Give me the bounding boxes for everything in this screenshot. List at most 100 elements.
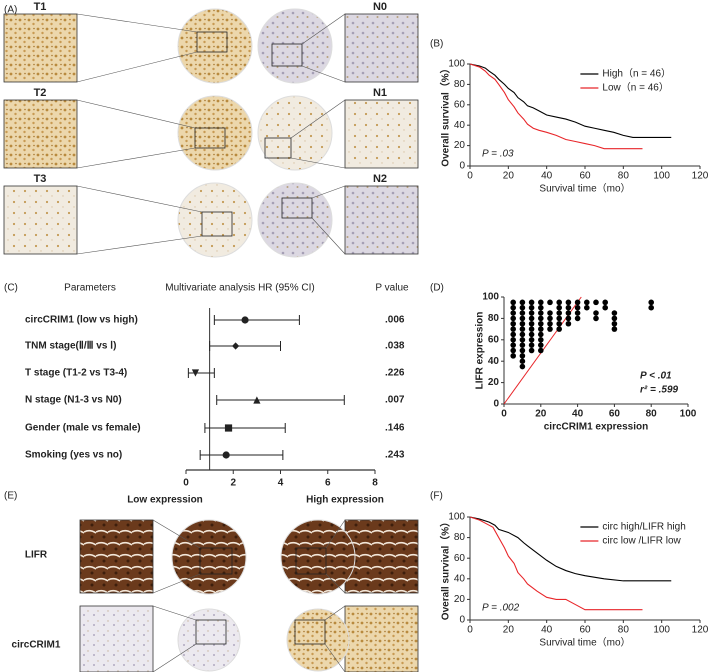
connector (325, 573, 346, 594)
x-tick-label: 20 (535, 409, 547, 420)
image-label: N0 (373, 1, 387, 13)
data-point (556, 304, 562, 311)
data-point (593, 310, 599, 316)
tissue-core (177, 182, 253, 258)
column-label: High expression (306, 495, 384, 506)
data-point (574, 304, 581, 311)
data-point (510, 315, 516, 322)
y-tick-label: 0 (459, 615, 465, 626)
y-tick-label: 60 (454, 99, 466, 110)
connector (76, 13, 198, 33)
zoom-image (3, 185, 78, 255)
x-tick-label: 100 (653, 171, 670, 182)
inset-box (294, 619, 326, 645)
x-tick-label: 80 (618, 625, 630, 636)
inset-box (281, 197, 313, 219)
p-value: P = .03 (482, 149, 514, 160)
connector (76, 99, 196, 129)
y-tick-label: 80 (488, 313, 500, 324)
ci-bar (187, 368, 215, 378)
column-header: P value (375, 283, 409, 294)
x-tick-label: 120 (692, 625, 709, 636)
connector (301, 13, 346, 45)
tissue-core (257, 95, 333, 171)
hr-marker (224, 424, 233, 432)
data-point (519, 358, 526, 365)
x-tick-label: 120 (692, 171, 709, 182)
survival-curve (469, 516, 643, 611)
y-tick-label: 80 (454, 532, 466, 543)
panel-label: (B) (430, 39, 443, 50)
p-value: .243 (385, 450, 405, 461)
parameter-label: T stage (T1-2 vs T3-4) (25, 368, 127, 379)
connector (325, 519, 346, 549)
legend-label: Low（n = 46） (602, 82, 668, 94)
data-point (556, 299, 562, 306)
data-point (611, 320, 618, 327)
x-axis-label: Survival time（mo） (539, 183, 630, 195)
p-value: .038 (385, 341, 405, 352)
inset-box (295, 547, 327, 575)
tissue-core (177, 608, 241, 672)
tissue-core (286, 608, 350, 672)
connector (290, 99, 346, 139)
panel-label: (C) (4, 283, 18, 294)
data-point (574, 310, 581, 316)
connector (311, 185, 346, 199)
x-tick-label: 20 (503, 625, 515, 636)
data-point (510, 299, 516, 306)
x-tick-label: 60 (579, 625, 591, 636)
ci-bar (209, 341, 281, 351)
data-point (538, 347, 544, 354)
data-point (528, 347, 535, 354)
column-header: Parameters (64, 283, 116, 294)
data-point (547, 326, 553, 332)
data-point (556, 320, 562, 327)
x-tick-label: 6 (325, 478, 331, 489)
data-point (528, 304, 535, 311)
data-point (538, 337, 544, 343)
data-point (519, 326, 526, 332)
zoom-image (79, 519, 154, 594)
ci-bar (199, 450, 284, 460)
data-point (519, 363, 526, 370)
legend-label: circ high/LIFR high (602, 522, 685, 533)
y-axis-label: Overall survival（%） (439, 517, 452, 620)
data-point (510, 342, 516, 348)
panel-label: (D) (430, 283, 444, 294)
tissue-core (177, 8, 253, 84)
parameter-label: N stage (N1-3 vs N0) (25, 395, 122, 406)
survival-curve (469, 516, 672, 582)
zoom-image (344, 13, 419, 83)
data-point (510, 337, 516, 343)
y-tick-label: 100 (482, 292, 499, 303)
x-tick-label: 100 (680, 409, 697, 420)
data-point (538, 315, 544, 322)
y-axis-label: Overall survival（%） (439, 63, 452, 166)
p-value: .006 (385, 315, 405, 326)
image-label: T3 (34, 173, 47, 185)
zoom-image (3, 13, 78, 83)
y-tick-label: 100 (448, 512, 465, 523)
data-point (538, 342, 544, 348)
column-header: Multivariate analysis HR (95% CI) (165, 283, 315, 294)
y-axis-label: LIFR expression (475, 312, 486, 390)
data-point (648, 299, 654, 306)
connector (311, 217, 346, 255)
connector (152, 643, 197, 672)
survival-curve (469, 63, 672, 138)
data-point (538, 331, 544, 338)
data-point (602, 299, 608, 306)
stat-label: P < .01 (640, 371, 672, 382)
data-point (528, 310, 535, 316)
zoom-image (344, 519, 419, 594)
row-label: LIFR (25, 550, 48, 561)
data-point (584, 299, 590, 306)
data-point (519, 353, 526, 359)
y-tick-label: 20 (488, 377, 500, 388)
data-point (565, 304, 572, 311)
connector (76, 51, 198, 83)
zoom-image (344, 99, 419, 169)
data-point (538, 320, 544, 327)
image-label: N1 (373, 87, 387, 99)
